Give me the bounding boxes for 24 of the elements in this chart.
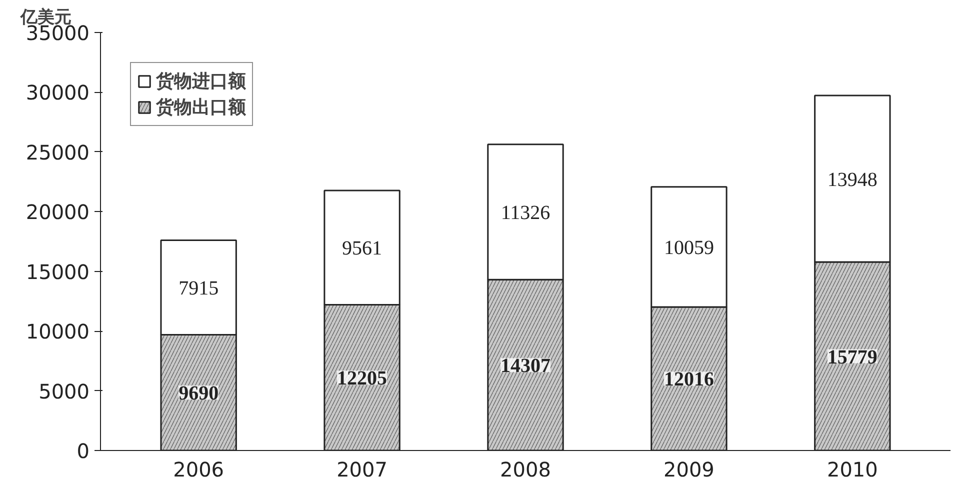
data-label: 15779 — [827, 346, 878, 368]
y-tick-label: 10000 — [26, 320, 90, 344]
legend-label: 货物出口额 — [156, 96, 246, 119]
x-tick-label: 2010 — [826, 458, 878, 479]
data-label: 9690 — [178, 382, 219, 405]
y-tick-label: 25000 — [26, 140, 90, 164]
x-tick-label: 2007 — [336, 458, 388, 479]
y-tick-label: 30000 — [26, 80, 90, 105]
y-tick-label: 15000 — [26, 260, 90, 284]
data-label: 12016 — [664, 368, 714, 391]
data-label: 12205 — [337, 368, 388, 390]
x-tick-label: 2006 — [173, 458, 224, 479]
data-label: 13948 — [827, 168, 878, 191]
data-label: 11326 — [500, 202, 550, 224]
data-label: 9561 — [342, 238, 382, 260]
y-tick-label: 5000 — [38, 379, 90, 404]
x-tick-label: 2008 — [500, 458, 551, 479]
legend-label: 货物进口额 — [156, 70, 246, 93]
data-label: 14307 — [500, 355, 550, 378]
y-tick-label: 0 — [76, 439, 90, 463]
data-label: 7915 — [178, 278, 219, 300]
y-tick-label: 20000 — [26, 200, 90, 224]
data-label: 10059 — [664, 236, 714, 259]
x-tick-label: 2009 — [664, 458, 714, 479]
